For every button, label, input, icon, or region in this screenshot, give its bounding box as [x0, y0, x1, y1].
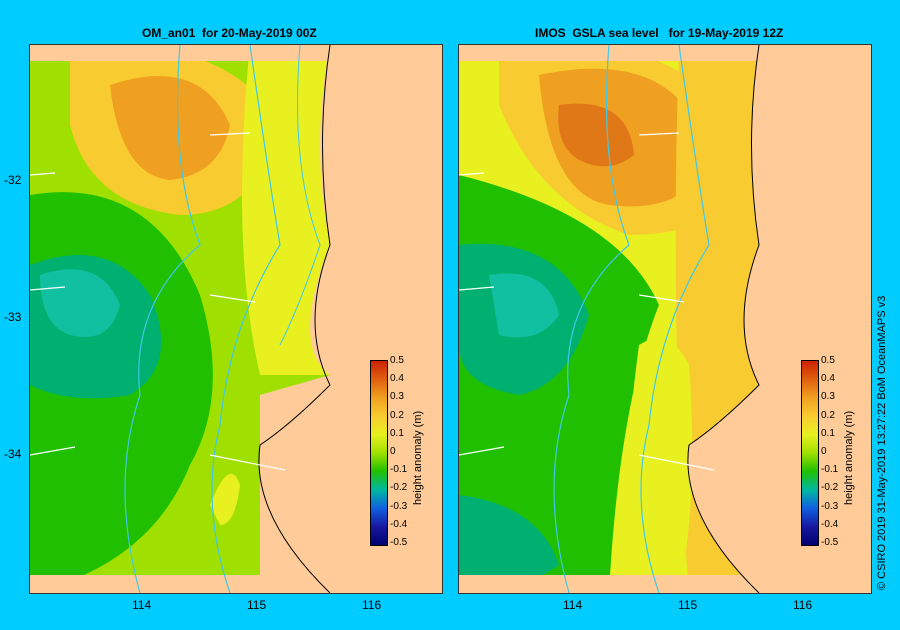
y-tick-32: -32 [4, 173, 22, 187]
colorbar-label: -0.3 [821, 500, 839, 512]
colorbar-label: -0.1 [390, 464, 408, 476]
colorbar-label: 0 [821, 446, 827, 457]
colorbar-label: 0.4 [821, 373, 835, 385]
colorbar-label: -0.2 [821, 482, 839, 494]
colorbar-label: 0.5 [821, 355, 835, 366]
right-x-tick-115: 115 [678, 598, 698, 612]
right-panel-title: IMOS GSLA sea level for 19-May-2019 12Z [535, 26, 784, 40]
colorbar-label: -0.2 [390, 482, 408, 494]
left-colorbar [370, 360, 388, 546]
y-tick-33: -33 [4, 310, 22, 324]
right-x-tick-114: 114 [563, 598, 583, 612]
right-x-tick-116: 116 [793, 598, 813, 612]
left-colorbar-title: height anomaly (m) [412, 410, 424, 505]
colorbar-label: 0.1 [821, 427, 835, 439]
colorbar-label: -0.1 [821, 464, 839, 476]
y-tick-34: -34 [4, 447, 22, 461]
right-colorbar [801, 360, 819, 546]
left-sea-level-field [30, 45, 442, 593]
colorbar-label: -0.5 [390, 537, 408, 548]
colorbar-label: 0 [390, 446, 396, 457]
left-x-tick-116: 116 [362, 598, 382, 612]
colorbar-label: 0.5 [390, 355, 404, 366]
right-colorbar-title: height anomaly (m) [843, 410, 855, 505]
colorbar-label: 0.3 [821, 391, 835, 403]
colorbar-label: 0.2 [821, 409, 835, 421]
left-map [29, 44, 443, 594]
credit-text: © CSIRO 2019 31-May-2019 13:27:22 BoM Oc… [876, 295, 888, 590]
colorbar-label: -0.5 [821, 537, 839, 548]
colorbar-label: 0.4 [390, 373, 404, 385]
colorbar-label: 0.3 [390, 391, 404, 403]
colorbar-label: -0.3 [390, 500, 408, 512]
left-x-tick-114: 114 [132, 598, 152, 612]
colorbar-label: -0.4 [821, 518, 839, 530]
colorbar-label: 0.1 [390, 427, 404, 439]
colorbar-label: 0.2 [390, 409, 404, 421]
left-x-tick-115: 115 [247, 598, 267, 612]
right-sea-level-field [459, 45, 871, 593]
colorbar-label: -0.4 [390, 518, 408, 530]
left-panel-title: OM_an01 for 20-May-2019 00Z [142, 26, 317, 40]
